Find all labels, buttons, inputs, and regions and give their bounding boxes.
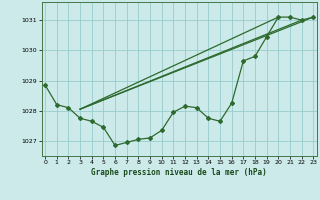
X-axis label: Graphe pression niveau de la mer (hPa): Graphe pression niveau de la mer (hPa) [91, 168, 267, 177]
